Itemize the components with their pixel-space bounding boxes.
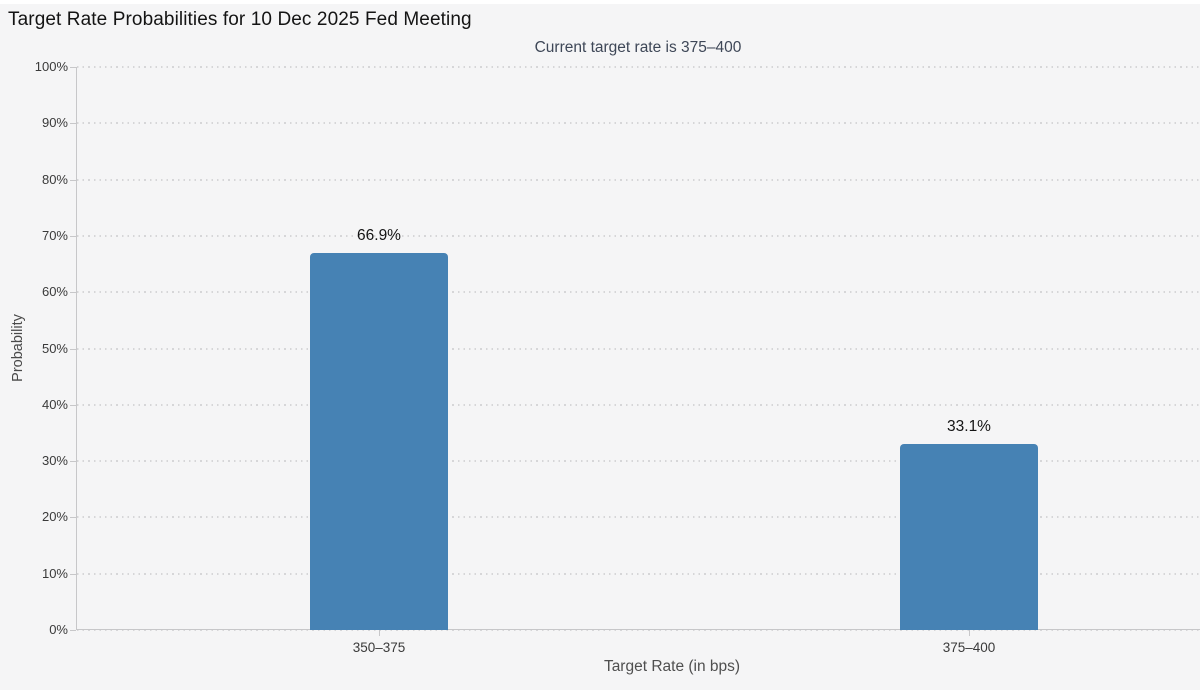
x-axis-title: Target Rate (in bps) [603,658,741,675]
y-tick-label: 100% [34,59,68,74]
y-axis-tick [70,348,76,350]
y-tick-label: 10% [41,565,68,581]
y-axis-tick [70,573,76,575]
y-tick-label: 30% [41,453,68,469]
y-axis-tick [70,461,76,463]
y-gridline [77,572,1200,575]
probability-bar[interactable] [310,253,448,630]
y-tick-label: 80% [41,171,68,187]
chart-subtitle: Current target rate is 375–400 [534,39,742,56]
y-tick-label: 70% [41,227,68,243]
x-tick-label: 375–400 [942,640,996,655]
y-axis-tick [70,292,76,294]
bar-value-label: 66.9% [357,227,401,244]
y-tick-label: 0% [49,622,68,637]
y-gridline [77,403,1200,406]
y-gridline [77,347,1200,350]
probability-bar[interactable] [900,444,1038,630]
y-tick-label: 60% [41,284,68,300]
y-axis-tick [70,235,76,237]
y-gridline [77,460,1200,463]
y-axis-tick [70,404,76,406]
y-tick-label: 90% [41,115,68,131]
y-gridline [77,234,1200,237]
y-axis-tick [70,123,76,125]
bar-value-label: 33.1% [947,418,991,435]
x-axis-tick [969,630,970,636]
y-gridline [77,122,1200,125]
y-gridline [77,66,1200,68]
chart-title: Target Rate Probabilities for 10 Dec 202… [8,9,472,30]
y-gridline [77,629,1200,631]
y-tick-label: 20% [41,509,68,525]
y-tick-label: 50% [41,340,68,356]
y-axis-tick [70,630,76,631]
y-axis-tick [70,179,76,181]
x-axis-tick [379,630,380,636]
y-gridline [77,291,1200,294]
y-axis-tick [70,517,76,519]
x-axis-baseline [76,629,1200,630]
y-axis-tick [70,67,76,68]
plot-area: 0% 10% 20% 30% 40% 50% 60% 70% 80% 90% 100% 66.9% 3… [35,59,1200,655]
y-axis-line [76,67,77,630]
y-tick-label: 40% [41,396,68,412]
y-gridline [77,178,1200,181]
y-gridline [77,516,1200,519]
x-tick-label: 350–375 [352,640,406,655]
